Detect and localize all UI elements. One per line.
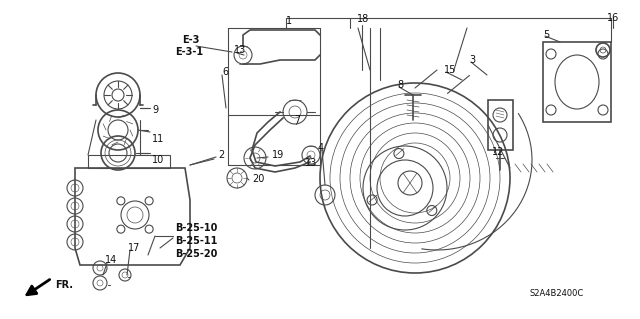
- Text: 5: 5: [543, 30, 549, 40]
- Text: 11: 11: [152, 134, 164, 144]
- Text: 19: 19: [272, 150, 284, 160]
- Bar: [543, 42, 611, 122]
- Text: 4: 4: [318, 143, 324, 153]
- Text: 17: 17: [128, 243, 140, 253]
- Text: B-25-10: B-25-10: [175, 223, 218, 233]
- Text: 16: 16: [607, 13, 620, 23]
- Text: 9: 9: [152, 105, 158, 115]
- Text: 20: 20: [252, 174, 264, 184]
- Text: 18: 18: [357, 14, 369, 24]
- Text: 2: 2: [218, 150, 224, 160]
- Text: 13: 13: [305, 158, 317, 168]
- Bar: [488, 100, 513, 150]
- Text: 14: 14: [105, 255, 117, 265]
- Text: B-25-11: B-25-11: [175, 236, 218, 246]
- Text: 12: 12: [492, 147, 504, 157]
- Text: 6: 6: [222, 67, 228, 77]
- Text: 1: 1: [286, 16, 292, 26]
- Text: FR.: FR.: [55, 280, 73, 290]
- Text: S2A4B2400C: S2A4B2400C: [530, 290, 584, 299]
- Text: B-25-20: B-25-20: [175, 249, 218, 259]
- Text: 10: 10: [152, 155, 164, 165]
- Text: 8: 8: [397, 80, 403, 90]
- Text: 3: 3: [469, 55, 475, 65]
- Text: E-3: E-3: [182, 35, 200, 45]
- Text: 15: 15: [444, 65, 456, 75]
- Text: 7: 7: [294, 115, 300, 125]
- Text: 13: 13: [234, 45, 246, 55]
- Text: E-3-1: E-3-1: [175, 47, 203, 57]
